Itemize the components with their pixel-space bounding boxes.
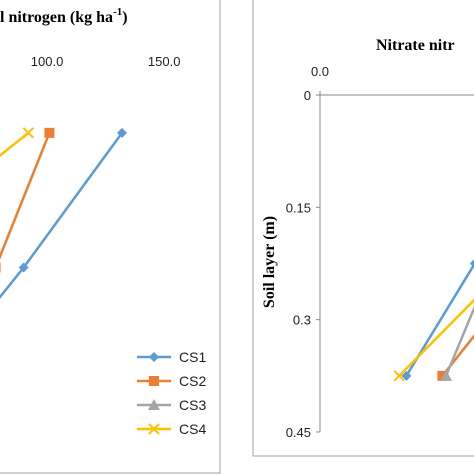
x-tick-label: 150.0: [148, 54, 181, 69]
left-chart-frame: [0, 0, 221, 474]
series-line-cs4: [0, 131, 30, 158]
data-point-cs1: [469, 259, 474, 268]
left-x-axis-title-superscript: -1: [113, 6, 122, 18]
y-tick-label: 0: [304, 88, 311, 103]
series-line-cs2: [0, 132, 51, 260]
legend-label-cs3: CS3: [179, 397, 206, 413]
data-point-cs2: [437, 370, 448, 381]
data-point-cs1: [117, 127, 128, 138]
data-point-cs4: [22, 127, 35, 139]
series-line-cs2: [441, 334, 474, 377]
series-line-cs4: [398, 298, 474, 377]
data-point-cs1: [18, 262, 29, 273]
legend-label-cs4: CS4: [179, 421, 206, 437]
left-chart-panel: l nitrogen (kg ha-1) 100.0 150.0 CS1CS2CS…: [0, 0, 221, 474]
legend-marker-cs4: [148, 423, 160, 435]
right-x-axis-title: Nitrate nitr: [376, 37, 455, 54]
series-line-cs1: [405, 262, 474, 377]
data-point-cs2: [0, 262, 1, 273]
data-point-cs1: [401, 370, 412, 381]
left-x-axis-title: l nitrogen (kg ha-1): [0, 6, 128, 26]
series-line-cs3: [444, 305, 474, 377]
data-point-cs4: [393, 370, 405, 382]
legend-marker-cs1: [149, 352, 159, 362]
y-tick-label: 0.45: [286, 425, 311, 440]
x-tick-label: 100.0: [31, 54, 64, 69]
legend-label-cs1: CS1: [179, 349, 206, 365]
legend-marker-cs3: [148, 399, 160, 410]
data-point-cs3: [440, 369, 452, 381]
x-tick-label: 0.0: [311, 64, 329, 79]
legend-label-cs2: CS2: [179, 373, 206, 389]
y-tick-label: 0.3: [293, 313, 311, 328]
right-chart-frame: [252, 0, 474, 457]
y-tick-label: 0.15: [286, 200, 311, 215]
right-chart-panel: Nitrate nitr Soil layer (m) 0.0500.150.3…: [252, 0, 474, 457]
data-point-cs2: [44, 127, 55, 138]
right-y-axis-title: Soil layer (m): [261, 216, 278, 308]
legend: CS1 CS2 CS3 CS4: [137, 349, 206, 437]
legend-marker-cs2: [149, 376, 159, 386]
